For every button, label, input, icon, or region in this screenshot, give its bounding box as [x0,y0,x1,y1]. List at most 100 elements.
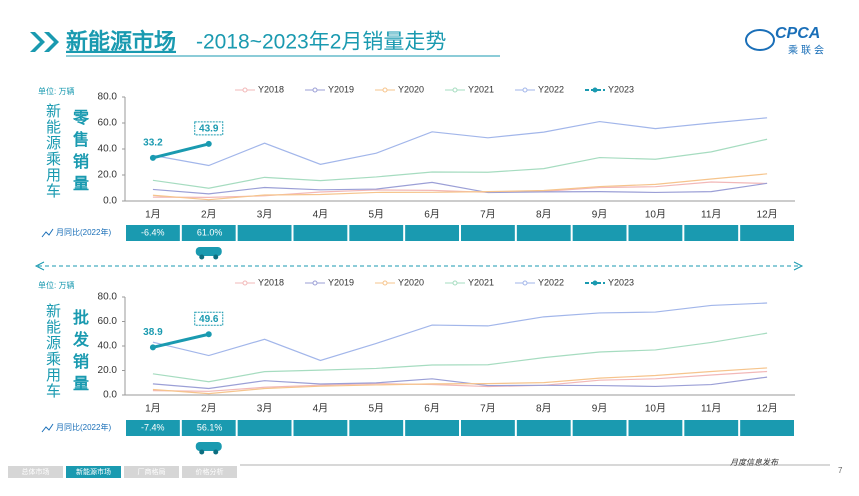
mom-cell [349,225,404,241]
mom-cell [740,225,794,241]
mom-cell [181,420,236,436]
point [149,154,156,161]
x-tick-label: 6月 [424,403,440,415]
legend-marker [522,280,528,286]
chevron-icon [30,32,59,52]
x-tick-label: 6月 [424,209,440,221]
x-tick-label: 5月 [368,403,384,415]
label-box [194,311,224,326]
mom-cell [628,420,683,436]
mom-cell [572,225,627,241]
x-tick-label: 4月 [313,209,329,221]
mom-cell [572,420,627,436]
x-tick-label: 1月 [145,209,161,221]
x-tick-label: 10月 [645,403,666,415]
car-wheel [213,254,219,260]
series-line [152,332,768,383]
mom-cell [405,420,459,436]
mom-cell [684,225,739,241]
series-line [152,117,768,167]
mom-value: -6.4% [141,227,165,237]
car-wheel [199,449,205,455]
metric-label: 零售销量 [70,109,87,197]
x-tick-label: 5月 [368,209,384,221]
y-tick-label: 40.0 [98,341,118,352]
series-line [152,370,768,392]
y-tick-label: 80.0 [98,292,118,303]
mom-icon [41,228,54,238]
y-tick-label: 60.0 [98,316,118,327]
data-label: 38.9 [143,327,163,338]
legend-label: Y2020 [398,277,424,287]
x-tick-label: 12月 [757,403,778,415]
mom-cell [740,420,794,436]
footer-tab-label: 新能源市场 [76,467,111,476]
x-tick-label: 7月 [480,209,496,221]
series-line [152,376,768,390]
mom-cell [516,420,571,436]
footer-tab-label: 厂商格局 [138,467,166,476]
legend-label: Y2018 [258,84,284,94]
legend-marker [382,87,388,93]
mom-cell [628,225,683,241]
legend-label: Y2020 [398,84,424,94]
mom-cell [461,420,515,436]
series-line [152,142,210,160]
x-tick-label: 11月 [701,403,721,415]
car-wheel [213,449,219,455]
logo: CPCA [775,25,820,42]
series-line [152,332,210,349]
legend-marker [522,87,528,93]
mom-icon [41,423,54,433]
title-rest: -2018~2023年2月销量走势 [196,31,446,54]
data-label: 49.6 [199,314,219,325]
footer-tab-label: 总体市场 [22,467,50,476]
y-tick-label: 40.0 [98,144,118,155]
legend-label: Y2021 [468,84,494,94]
footer-note: 月度信息发布 [730,458,779,467]
legend-marker [452,87,458,93]
mom-value: -7.4% [141,422,165,432]
point [205,140,212,147]
mom-cell [181,225,236,241]
separator-arrows [34,261,804,271]
x-tick-label: 3月 [257,403,273,415]
mom-cell [684,420,739,436]
mom-value: 61.0% [197,227,223,237]
legend-marker [452,280,458,286]
car-wheel [199,254,205,260]
data-label: 33.2 [143,137,163,148]
mom-cell [237,420,292,436]
series-line [152,302,768,362]
data-label: 43.9 [199,124,219,135]
footer-tab [182,466,237,478]
mom-cell [237,225,292,241]
legend-marker [242,280,248,286]
legend-marker [592,280,598,286]
x-tick-label: 2月 [201,403,217,415]
mom-value: 56.1% [197,422,223,432]
legend-label: Y2018 [258,277,284,287]
x-tick-label: 9月 [592,403,608,415]
mom-label: 月同比(2022年) [56,422,111,432]
legend-label: Y2023 [608,277,634,287]
series-line [152,367,768,395]
x-tick-label: 10月 [645,209,666,221]
x-tick-label: 7月 [480,403,496,415]
unit-label: 单位: 万辆 [38,280,74,290]
legend-marker [312,87,318,93]
legend-marker [382,280,388,286]
mom-label: 月同比(2022年) [56,227,111,237]
page-number: 7 [838,466,843,475]
mom-cell [405,225,459,241]
footer-tab [124,466,179,478]
mom-cell [293,420,348,436]
mom-cell [293,225,348,241]
series-line [152,138,768,189]
y-tick-label: 80.0 [98,92,118,103]
car-icon [195,247,222,256]
x-tick-label: 1月 [145,403,161,415]
mom-cell [349,420,404,436]
y-tick-label: 20.0 [98,170,118,181]
